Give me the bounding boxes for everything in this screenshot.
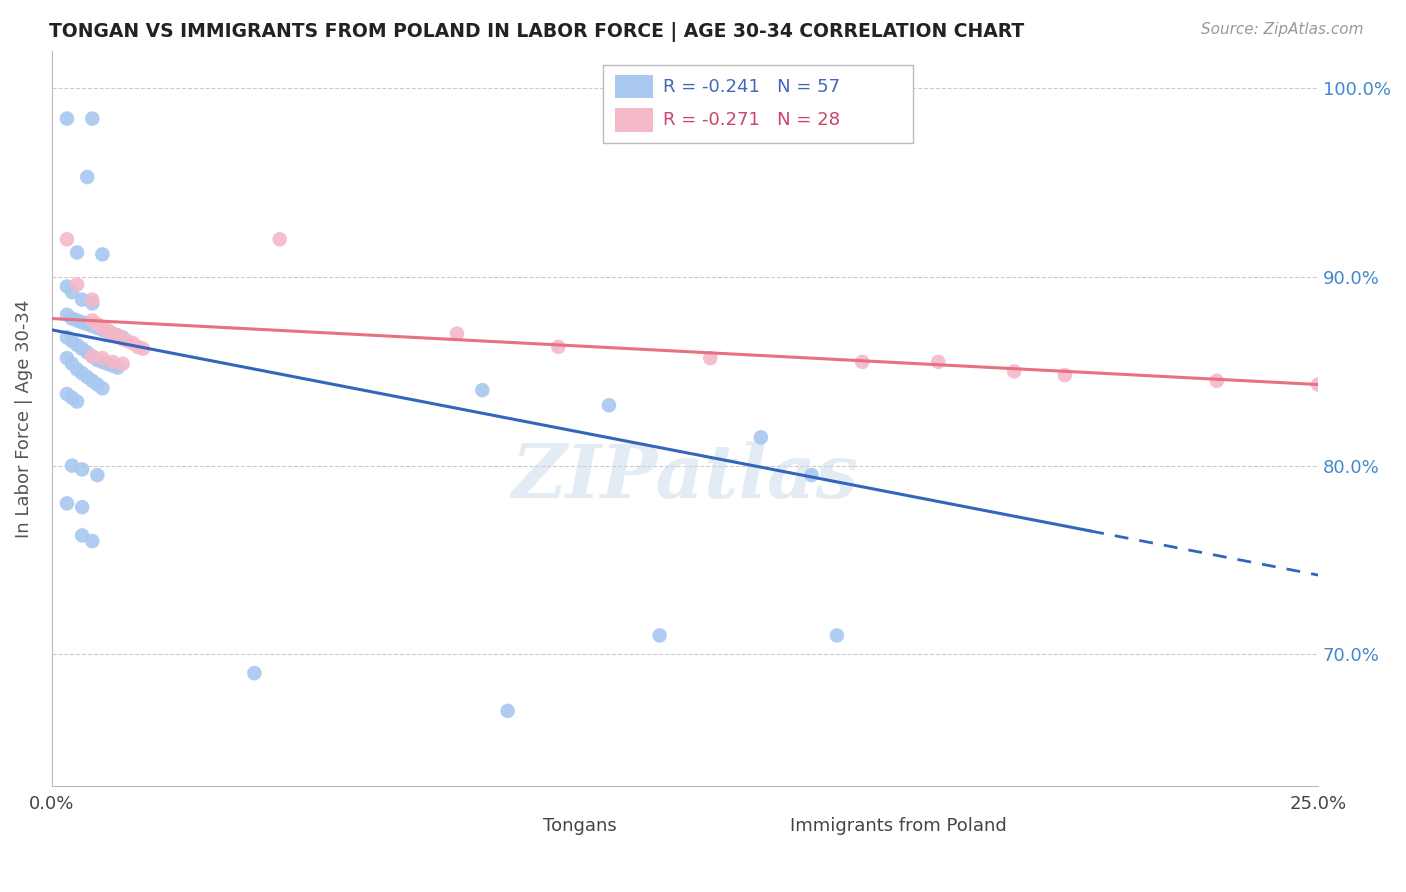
- Point: [66, 245, 89, 260]
- Point: [66, 338, 89, 352]
- Point: [56, 351, 79, 365]
- Point: [851, 355, 873, 369]
- Point: [96, 357, 118, 371]
- Point: [269, 232, 291, 246]
- Point: [111, 330, 134, 344]
- Point: [70, 462, 93, 476]
- Point: [56, 387, 79, 401]
- Point: [56, 232, 79, 246]
- Point: [66, 394, 89, 409]
- Point: [800, 468, 823, 483]
- Point: [91, 355, 114, 369]
- Point: [76, 345, 98, 359]
- Point: [446, 326, 468, 341]
- Point: [76, 370, 98, 384]
- Point: [56, 496, 79, 510]
- Point: [82, 313, 104, 327]
- Point: [82, 319, 104, 334]
- Bar: [755, 818, 783, 834]
- Point: [82, 349, 104, 363]
- Point: [60, 391, 83, 405]
- Point: [121, 336, 143, 351]
- Point: [107, 360, 129, 375]
- Point: [496, 704, 519, 718]
- Text: TONGAN VS IMMIGRANTS FROM POLAND IN LABOR FORCE | AGE 30-34 CORRELATION CHART: TONGAN VS IMMIGRANTS FROM POLAND IN LABO…: [49, 22, 1025, 42]
- Point: [66, 277, 89, 292]
- Bar: [616, 75, 654, 98]
- Point: [70, 500, 93, 515]
- Point: [127, 340, 149, 354]
- Point: [1308, 377, 1330, 392]
- Point: [101, 355, 124, 369]
- Point: [107, 328, 129, 343]
- Point: [243, 666, 266, 681]
- Point: [70, 315, 93, 329]
- Point: [132, 342, 155, 356]
- Y-axis label: In Labor Force | Age 30-34: In Labor Force | Age 30-34: [15, 300, 32, 538]
- Point: [82, 349, 104, 363]
- Point: [101, 359, 124, 373]
- Point: [66, 362, 89, 376]
- Point: [91, 381, 114, 395]
- Point: [56, 308, 79, 322]
- Text: ZIPatlas: ZIPatlas: [512, 442, 859, 514]
- Point: [82, 374, 104, 388]
- Point: [60, 311, 83, 326]
- Point: [598, 398, 620, 412]
- Point: [76, 317, 98, 331]
- Text: R = -0.271   N = 28: R = -0.271 N = 28: [664, 111, 841, 128]
- Point: [86, 468, 108, 483]
- Point: [91, 323, 114, 337]
- Point: [1002, 364, 1025, 378]
- Point: [471, 383, 494, 397]
- Point: [70, 293, 93, 307]
- Point: [91, 247, 114, 261]
- Point: [825, 628, 848, 642]
- Point: [107, 328, 129, 343]
- Point: [111, 332, 134, 346]
- Point: [82, 112, 104, 126]
- Point: [82, 296, 104, 310]
- Point: [699, 351, 721, 365]
- Point: [56, 279, 79, 293]
- Text: Source: ZipAtlas.com: Source: ZipAtlas.com: [1201, 22, 1364, 37]
- Point: [648, 628, 671, 642]
- Point: [56, 330, 79, 344]
- Point: [101, 326, 124, 341]
- Point: [749, 430, 772, 444]
- Point: [101, 326, 124, 341]
- Point: [1205, 374, 1227, 388]
- Text: Tongans: Tongans: [543, 817, 617, 835]
- Point: [76, 169, 98, 184]
- Point: [70, 528, 93, 542]
- Point: [70, 366, 93, 380]
- Bar: [616, 108, 654, 132]
- Text: Immigrants from Poland: Immigrants from Poland: [790, 817, 1007, 835]
- Point: [70, 342, 93, 356]
- Point: [117, 334, 139, 348]
- Point: [82, 293, 104, 307]
- Point: [86, 317, 108, 331]
- Point: [86, 353, 108, 368]
- Point: [60, 285, 83, 299]
- Point: [66, 313, 89, 327]
- Bar: [508, 818, 536, 834]
- Point: [96, 325, 118, 339]
- Point: [547, 340, 569, 354]
- Text: R = -0.241   N = 57: R = -0.241 N = 57: [664, 78, 841, 95]
- Point: [91, 351, 114, 365]
- Point: [60, 334, 83, 348]
- Point: [60, 458, 83, 473]
- Point: [927, 355, 949, 369]
- Point: [111, 357, 134, 371]
- Point: [1053, 368, 1076, 383]
- Point: [96, 323, 118, 337]
- Point: [86, 377, 108, 392]
- Point: [82, 534, 104, 549]
- FancyBboxPatch shape: [603, 65, 912, 143]
- Point: [60, 357, 83, 371]
- Point: [91, 321, 114, 335]
- Point: [56, 112, 79, 126]
- Point: [86, 321, 108, 335]
